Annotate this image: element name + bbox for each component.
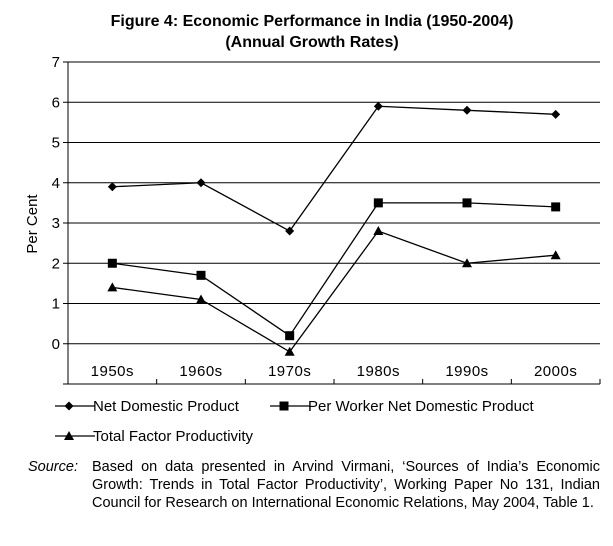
x-category-label: 1950s	[91, 363, 134, 380]
data-point	[285, 226, 295, 236]
y-tick-label: 2	[52, 255, 60, 272]
series-layer	[107, 101, 561, 356]
x-category-label: 1990s	[445, 363, 488, 380]
y-tick-label: 5	[52, 135, 60, 152]
legend-label: Net Domestic Product	[93, 398, 240, 415]
legend-marker	[64, 401, 74, 411]
series-line	[112, 202, 556, 337]
legend-marker	[64, 431, 74, 440]
data-point	[107, 182, 117, 192]
data-point	[373, 101, 383, 111]
series-2	[107, 198, 561, 341]
data-point	[196, 178, 206, 188]
y-tick-label: 4	[52, 175, 60, 192]
y-tick-label: 3	[52, 215, 60, 232]
source-label: Source:	[28, 459, 78, 475]
data-point	[285, 331, 295, 341]
data-point	[107, 282, 118, 292]
data-point	[551, 202, 561, 212]
series-line	[112, 230, 556, 353]
data-point	[550, 250, 561, 260]
source-text: Based on data presented in Arvind Virman…	[92, 459, 600, 511]
x-category-label: 2000s	[534, 363, 577, 380]
y-tick-label: 7	[52, 54, 60, 71]
y-tick-label: 6	[52, 94, 60, 111]
data-point	[373, 226, 384, 236]
legend-marker	[279, 401, 289, 411]
series-3	[107, 226, 561, 356]
chart-subtitle: (Annual Growth Rates)	[225, 34, 398, 51]
x-category-label: 1970s	[268, 363, 311, 380]
x-category-label: 1960s	[179, 363, 222, 380]
y-tick-label: 0	[52, 336, 60, 353]
data-point	[196, 294, 206, 304]
data-point	[462, 258, 472, 268]
legend: Net Domestic Product Per Worker Net Domes…	[55, 398, 534, 445]
legend-item: Net Domestic Product	[55, 398, 240, 415]
chart-title: Figure 4: Economic Performance in India …	[111, 13, 514, 30]
legend-label: Per Worker Net Domestic Product	[308, 398, 534, 415]
gridlines	[68, 61, 600, 345]
data-point	[462, 105, 472, 115]
y-tick-label: 1	[52, 296, 60, 313]
y-axis-label: Per Cent	[24, 194, 41, 254]
source-note: Source: Based on data presented in Arvin…	[28, 458, 600, 512]
data-point	[462, 198, 472, 208]
data-point	[284, 346, 295, 356]
legend-item: Per Worker Net Domestic Product	[270, 398, 534, 415]
legend-item: Total Factor Productivity	[55, 428, 254, 445]
x-category-label: 1980s	[357, 363, 400, 380]
series-line	[112, 105, 556, 232]
series-1	[107, 101, 561, 236]
data-point	[551, 109, 561, 119]
x-category-labels: 1950s 1960s 1970s 1980s 1990s 2000s	[91, 363, 577, 380]
axes	[63, 61, 601, 385]
data-point	[107, 258, 117, 268]
data-point	[196, 270, 206, 280]
chart: Figure 4: Economic Performance in India …	[24, 13, 601, 445]
y-tick-labels: 0 1 2 3 4 5 6 7	[52, 54, 60, 353]
legend-label: Total Factor Productivity	[93, 428, 254, 445]
data-point	[373, 198, 383, 208]
